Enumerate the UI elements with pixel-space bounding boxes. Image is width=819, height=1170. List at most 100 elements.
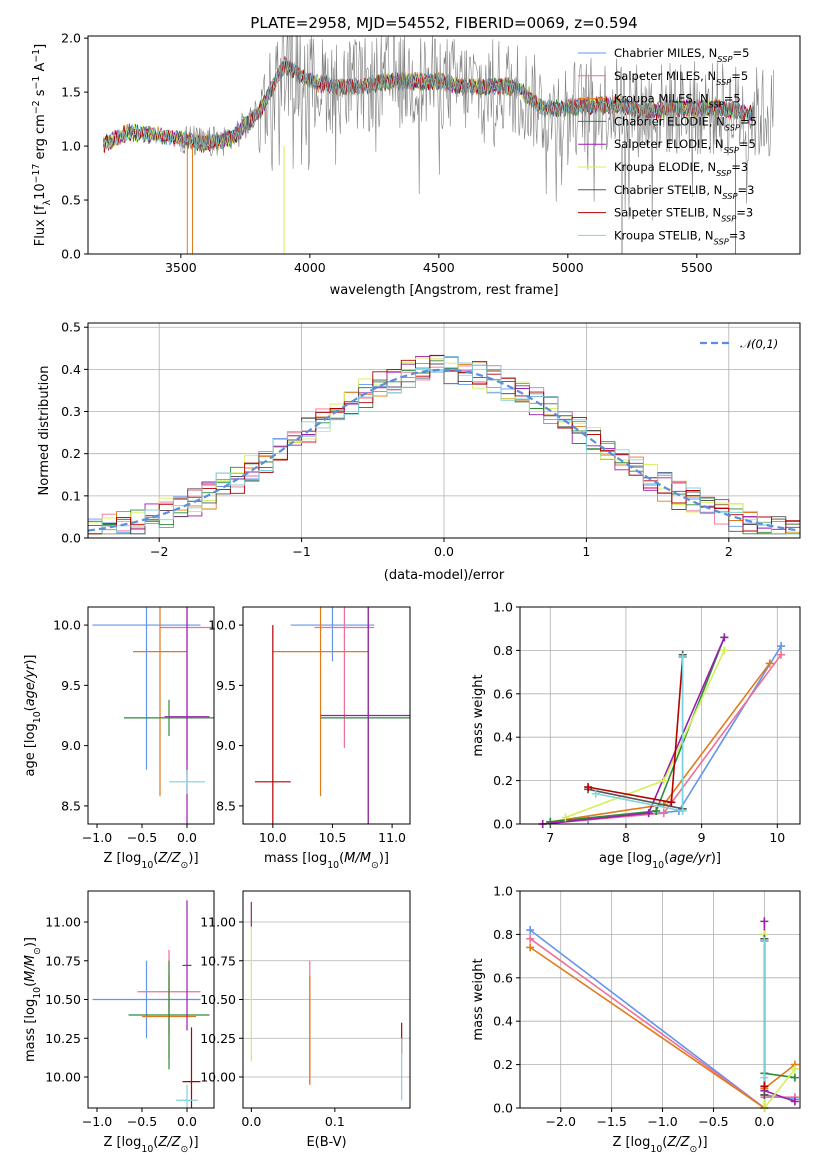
- mass-weight-point: [652, 806, 661, 815]
- age_vs_mass-frame: [242, 606, 411, 825]
- x-tick-label: −0.5: [698, 1114, 728, 1129]
- age_vs_mass-axes: [239, 624, 393, 828]
- mass-weight-point: [760, 1082, 769, 1091]
- x-tick-label: 5500: [681, 260, 713, 275]
- y-tick-label: 1.0: [493, 884, 513, 899]
- y-tick-label: 10.50: [45, 992, 81, 1007]
- x-tick-label: −1.5: [596, 1114, 626, 1129]
- age_vs_Z-axes: [84, 624, 188, 828]
- x-axis-label: Z [log10(Z/Z⊙)]: [612, 1135, 707, 1155]
- mass_vs_EBV-frame: [242, 890, 411, 1109]
- y-tick-label: 0.4: [493, 730, 513, 745]
- y-tick-label: 10.75: [45, 953, 81, 968]
- mass-weight-line: [595, 656, 684, 812]
- x-tick-label: −2.0: [546, 1114, 576, 1129]
- y-tick-label: 0.2: [61, 446, 81, 461]
- x-tick-label: 3500: [165, 260, 197, 275]
- age_vs_Z-frame: [87, 606, 215, 825]
- y-tick-label: 10.25: [200, 1031, 236, 1046]
- mass-weight-point: [667, 798, 676, 807]
- y-tick-label: 0.2: [493, 773, 513, 788]
- massweight_vs_Z-axes: [516, 890, 800, 1112]
- y-axis-label: mass weight: [471, 674, 486, 756]
- x-tick-label: 0.1: [325, 1114, 345, 1129]
- y-axis-label: Normed distribution: [37, 366, 52, 496]
- spectrum-frame: [87, 35, 801, 255]
- legend-entry: 𝒩(0,1): [740, 337, 778, 351]
- mass-weight-point: [760, 1090, 769, 1099]
- y-tick-label: 2.0: [61, 31, 81, 46]
- x-tick-label: 10.5: [319, 830, 347, 845]
- legend-entry: Salpeter STELIB, NSSP=3: [614, 206, 753, 224]
- mass-weight-line: [550, 637, 726, 823]
- x-tick-label: 0.0: [177, 830, 197, 845]
- massweight_vs_age-axes: [516, 606, 800, 828]
- mass-weight-line: [587, 654, 684, 810]
- x-tick-label: 10: [769, 830, 785, 845]
- y-tick-label: 8.5: [61, 798, 81, 813]
- x-tick-label: −0.5: [127, 1114, 157, 1129]
- mass-weight-line: [763, 938, 796, 1079]
- y-tick-label: 1.5: [61, 85, 81, 100]
- x-tick-label: 8: [622, 830, 630, 845]
- y-tick-label: 0.0: [61, 531, 81, 546]
- legend-entry: Kroupa STELIB, NSSP=3: [614, 228, 746, 246]
- mass_vs_EBV-axes: [239, 921, 410, 1112]
- mass_vs_Z-frame: [87, 890, 215, 1109]
- massweight_vs_Z-frame: [519, 890, 801, 1109]
- y-tick-label: 0.4: [493, 1014, 513, 1029]
- y-tick-label: 0.0: [493, 817, 513, 832]
- mass-weight-line: [565, 650, 726, 819]
- mass-weight-point: [526, 943, 535, 952]
- x-tick-label: −0.5: [127, 830, 157, 845]
- mass-weight-point: [760, 1073, 769, 1082]
- x-tick-label: 2: [725, 544, 733, 559]
- x-tick-label: −1.0: [647, 1114, 677, 1129]
- x-tick-label: −1: [292, 544, 310, 559]
- y-tick-label: 0.3: [61, 404, 81, 419]
- y-tick-label: 0.5: [61, 193, 81, 208]
- mass-weight-line: [588, 645, 782, 821]
- legend-entry: Salpeter MILES, NSSP=5: [614, 69, 748, 87]
- x-tick-label: −1.0: [82, 830, 112, 845]
- mass-weight-point: [760, 936, 769, 945]
- y-tick-label: 11.00: [200, 915, 236, 930]
- spectrum-axes: [84, 37, 698, 258]
- y-tick-label: 0.6: [493, 686, 513, 701]
- y-tick-label: 10.25: [45, 1031, 81, 1046]
- x-axis-label: (data-model)/error: [384, 568, 505, 583]
- y-tick-label: 9.0: [61, 738, 81, 753]
- y-tick-label: 10.0: [53, 618, 81, 633]
- x-tick-label: 0.0: [754, 1114, 774, 1129]
- mass-weight-point: [561, 813, 570, 822]
- x-tick-label: 0.0: [177, 1114, 197, 1129]
- y-tick-label: 0.4: [61, 362, 81, 377]
- mass-weight-point: [760, 917, 769, 926]
- y-tick-label: 10.00: [200, 1070, 236, 1085]
- y-axis-label: mass weight: [471, 958, 486, 1040]
- y-tick-label: 0.5: [61, 320, 81, 335]
- y-axis-label: age [log10(age/yr)]: [23, 654, 43, 776]
- x-tick-label: 0.0: [241, 1114, 261, 1129]
- x-axis-label: E(B-V): [306, 1135, 346, 1150]
- y-tick-label: 0.0: [61, 247, 81, 262]
- y-tick-label: 0.0: [493, 1101, 513, 1116]
- mass-weight-point: [678, 652, 687, 661]
- mass-weight-point: [777, 650, 786, 659]
- y-tick-label: 0.2: [493, 1057, 513, 1072]
- mass-weight-point: [765, 659, 774, 668]
- y-tick-label: 0.1: [61, 488, 81, 503]
- y-axis-label: mass [log10(M/M⊙)]: [23, 937, 43, 1062]
- x-tick-label: 11.0: [378, 830, 406, 845]
- x-tick-label: 10.0: [259, 830, 287, 845]
- y-tick-label: 10.00: [45, 1070, 81, 1085]
- y-tick-label: 10.50: [200, 992, 236, 1007]
- x-axis-label: Z [log10(Z/Z⊙)]: [103, 1135, 198, 1155]
- mass-weight-line: [550, 662, 771, 823]
- y-tick-label: 9.5: [216, 678, 236, 693]
- x-tick-label: 9: [698, 830, 706, 845]
- x-tick-label: 0.0: [434, 544, 454, 559]
- x-tick-label: 5000: [552, 260, 584, 275]
- data-spectrum-line: [180, 36, 774, 221]
